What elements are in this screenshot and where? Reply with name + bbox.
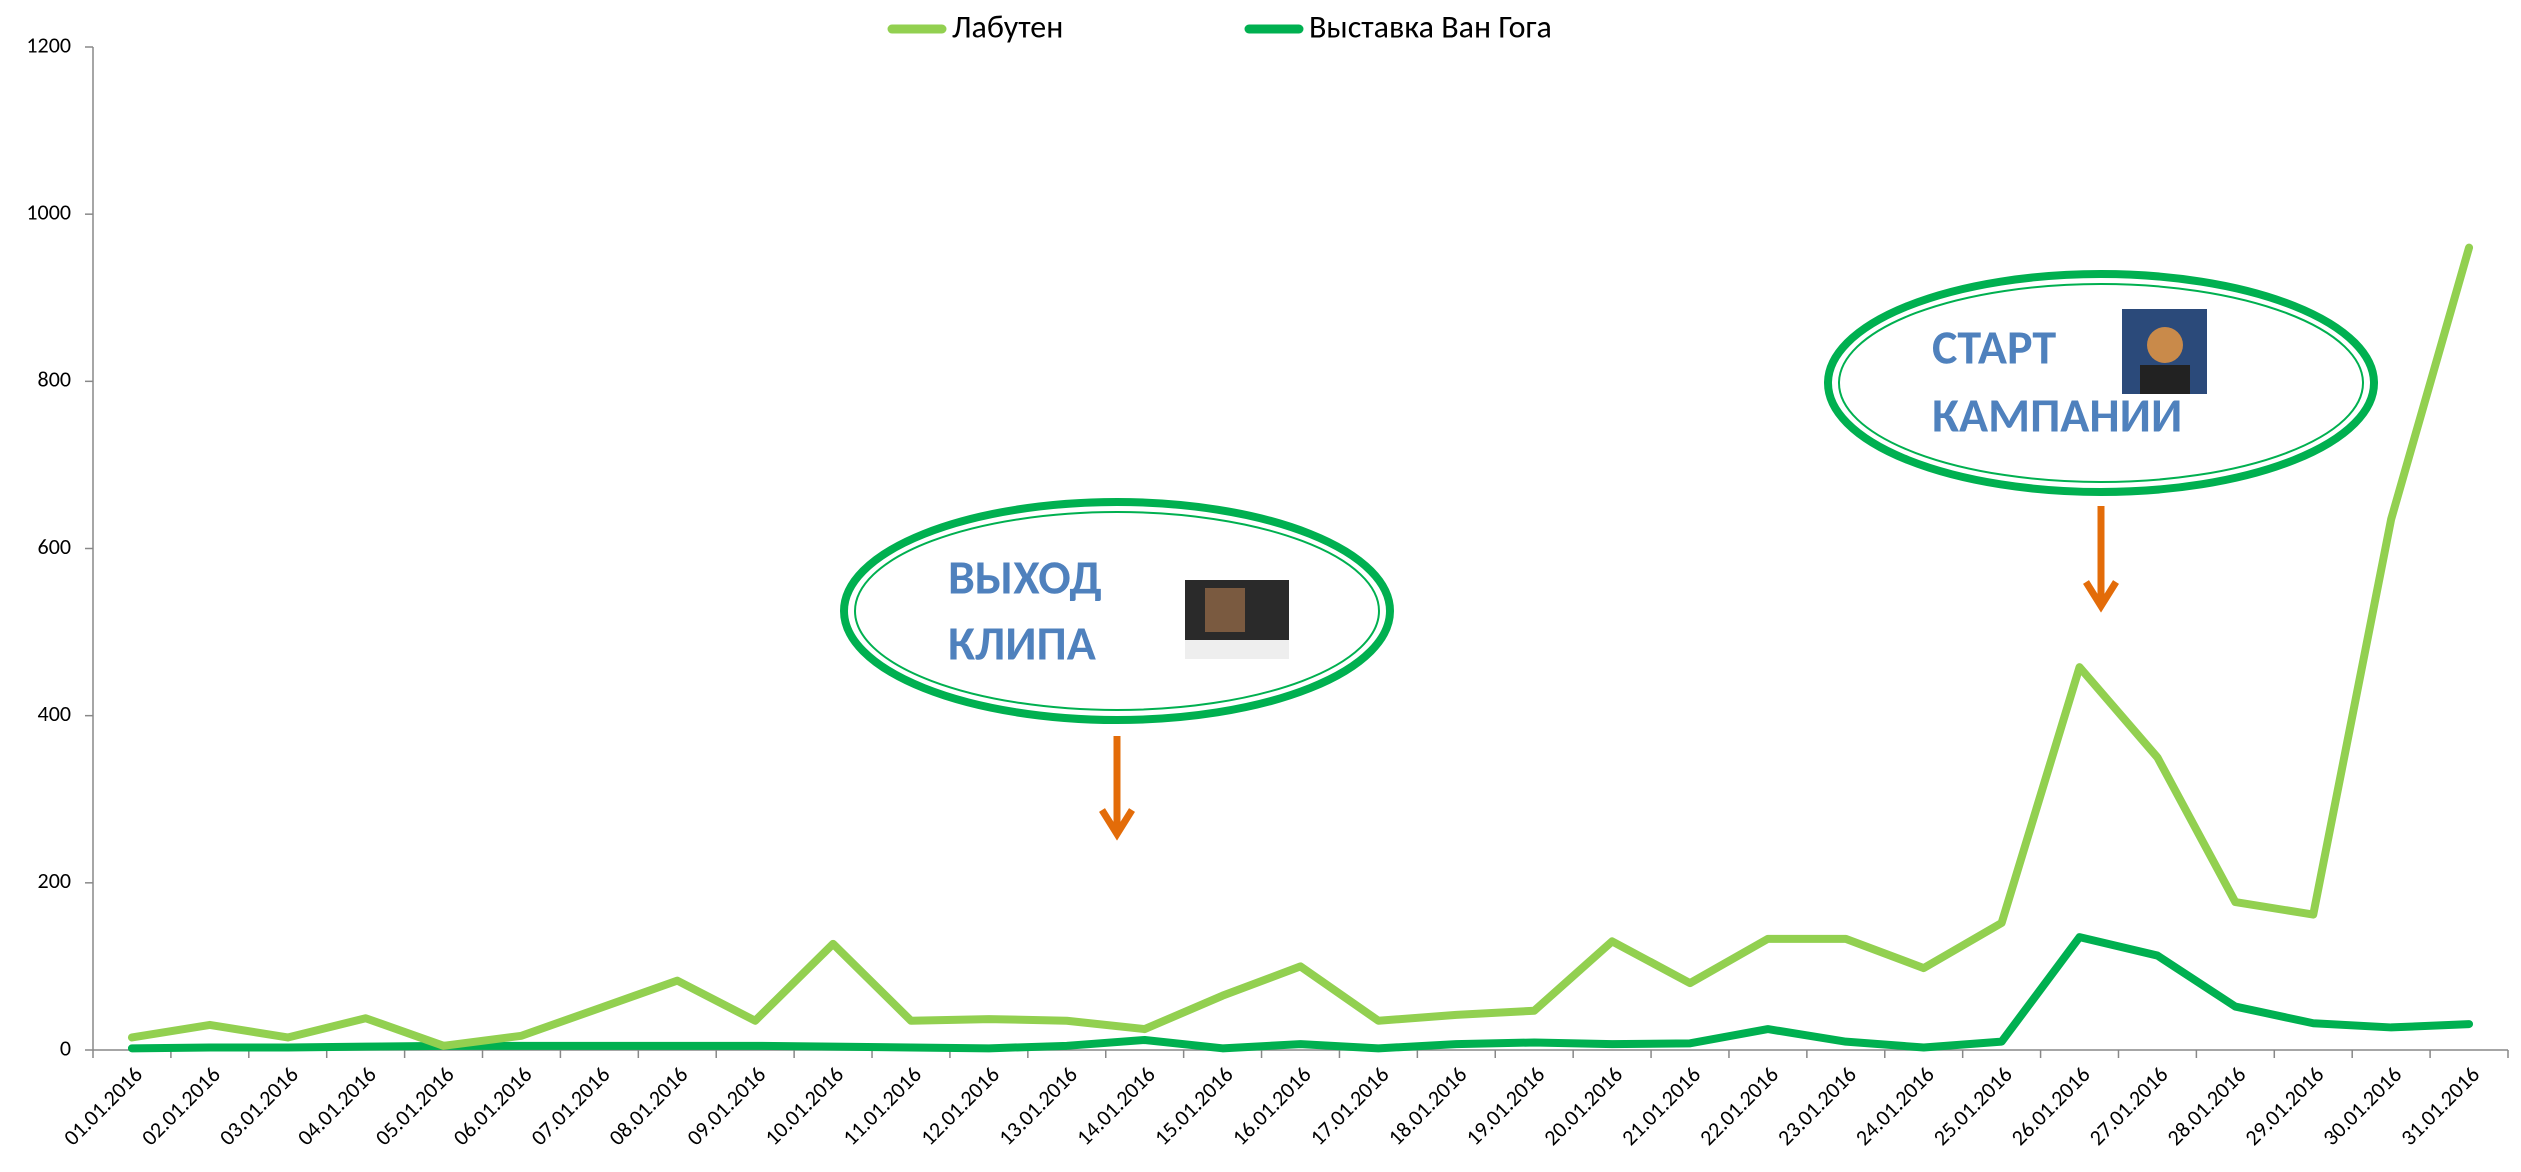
arrow-head (2083, 580, 2119, 613)
callout: СТАРТ КАМПАНИИ (1824, 270, 2378, 613)
x-tick-label: 07.01.2016 (525, 1061, 615, 1151)
legend-label: Выставка Ван Гога (1309, 8, 1552, 47)
video-thumbnail-bar (1185, 640, 1289, 659)
callout-ellipse-inner (854, 511, 1380, 711)
x-tick-label: 12.01.2016 (915, 1061, 1005, 1151)
x-tick-label: 01.01.2016 (58, 1061, 148, 1151)
x-tick-label: 30.01.2016 (2317, 1061, 2407, 1151)
x-tick-label: 04.01.2016 (292, 1061, 382, 1151)
x-tick-label: 29.01.2016 (2239, 1061, 2329, 1151)
series-line (127, 933, 2474, 1053)
x-tick-label: 26.01.2016 (2005, 1061, 2095, 1151)
portrait-face (2147, 327, 2183, 363)
x-tick-label: 10.01.2016 (759, 1061, 849, 1151)
series-line (127, 243, 2474, 1050)
x-tick-label: 16.01.2016 (1226, 1061, 1316, 1151)
x-tick-label: 31.01.2016 (2395, 1061, 2485, 1151)
callout-ellipse (1824, 270, 2378, 496)
x-tick-label: 22.01.2016 (1694, 1061, 1784, 1151)
x-tick-label: 14.01.2016 (1071, 1061, 1161, 1151)
callout-ellipse (840, 498, 1394, 724)
annotation-text: КЛИПА (948, 614, 1097, 673)
x-tick-label: 03.01.2016 (214, 1061, 304, 1151)
x-tick-label: 25.01.2016 (1928, 1061, 2018, 1151)
video-thumbnail-figure (1205, 588, 1245, 632)
x-tick-label: 08.01.2016 (603, 1061, 693, 1151)
x-tick-label: 28.01.2016 (2161, 1061, 2251, 1151)
x-tick-label: 06.01.2016 (447, 1061, 537, 1151)
x-tick-label: 20.01.2016 (1538, 1061, 1628, 1151)
y-tick-label: 200 (38, 867, 71, 894)
callout: ВЫХОД КЛИПА (840, 498, 1394, 841)
y-tick-label: 800 (38, 366, 71, 393)
x-tick-label: 17.01.2016 (1304, 1061, 1394, 1151)
x-tick-label: 15.01.2016 (1149, 1061, 1239, 1151)
x-tick-label: 24.01.2016 (1850, 1061, 1940, 1151)
y-tick-label: 0 (60, 1034, 71, 1061)
y-tick-label: 600 (38, 533, 71, 560)
x-tick-label: 27.01.2016 (2083, 1061, 2173, 1151)
x-tick-label: 02.01.2016 (136, 1061, 226, 1151)
x-tick-label: 19.01.2016 (1460, 1061, 1550, 1151)
annotation-text: СТАРТ (1932, 318, 2056, 377)
annotation-text: ВЫХОД (948, 548, 1102, 607)
y-tick-label: 1000 (26, 198, 71, 225)
x-tick-label: 11.01.2016 (837, 1061, 927, 1151)
x-tick-label: 05.01.2016 (369, 1061, 459, 1151)
x-tick-label: 21.01.2016 (1616, 1061, 1706, 1151)
annotation-text: КАМПАНИИ (1932, 386, 2182, 445)
arrow-head (1099, 808, 1135, 841)
x-tick-label: 09.01.2016 (681, 1061, 771, 1151)
portrait-coat (2140, 365, 2190, 394)
legend-label: Лабутен (952, 8, 1063, 47)
callout-ellipse-inner (1838, 283, 2364, 483)
x-tick-label: 13.01.2016 (993, 1061, 1083, 1151)
y-tick-label: 400 (38, 700, 71, 727)
y-tick-label: 1200 (26, 31, 71, 58)
x-tick-label: 18.01.2016 (1382, 1061, 1472, 1151)
x-tick-label: 23.01.2016 (1772, 1061, 1862, 1151)
